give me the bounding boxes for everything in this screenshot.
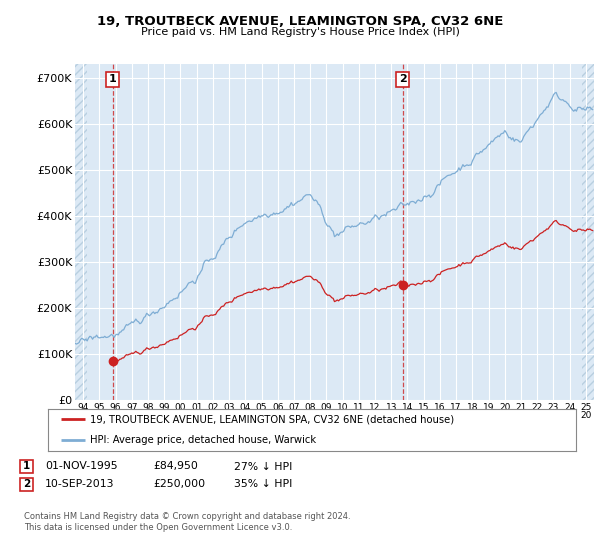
Text: 10-SEP-2013: 10-SEP-2013 — [45, 479, 115, 489]
Text: 01-NOV-1995: 01-NOV-1995 — [45, 461, 118, 472]
Text: 2: 2 — [23, 479, 30, 489]
Text: £84,950: £84,950 — [153, 461, 198, 472]
Bar — [582, 64, 594, 400]
Bar — [75, 64, 87, 400]
Text: £250,000: £250,000 — [153, 479, 205, 489]
Text: 1: 1 — [23, 461, 30, 472]
Text: Contains HM Land Registry data © Crown copyright and database right 2024.
This d: Contains HM Land Registry data © Crown c… — [24, 512, 350, 532]
Text: Price paid vs. HM Land Registry's House Price Index (HPI): Price paid vs. HM Land Registry's House … — [140, 27, 460, 37]
Text: 35% ↓ HPI: 35% ↓ HPI — [234, 479, 292, 489]
Text: 19, TROUTBECK AVENUE, LEAMINGTON SPA, CV32 6NE: 19, TROUTBECK AVENUE, LEAMINGTON SPA, CV… — [97, 15, 503, 28]
Text: 1: 1 — [109, 74, 117, 85]
Text: 2: 2 — [399, 74, 407, 85]
Text: HPI: Average price, detached house, Warwick: HPI: Average price, detached house, Warw… — [90, 435, 316, 445]
Text: 27% ↓ HPI: 27% ↓ HPI — [234, 461, 292, 472]
Text: 19, TROUTBECK AVENUE, LEAMINGTON SPA, CV32 6NE (detached house): 19, TROUTBECK AVENUE, LEAMINGTON SPA, CV… — [90, 414, 454, 424]
